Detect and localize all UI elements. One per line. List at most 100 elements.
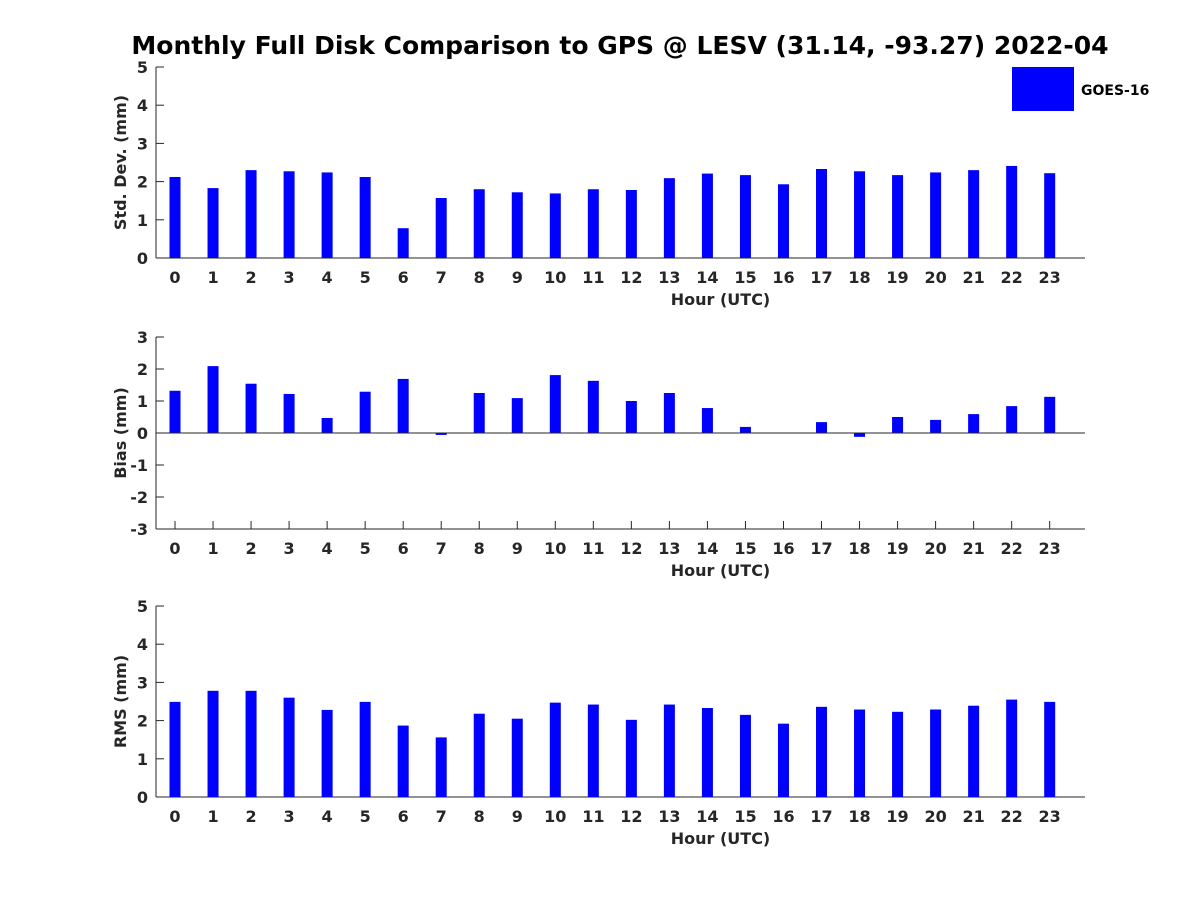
bias-bar	[511, 398, 523, 433]
bias-y-tick-label: -3	[130, 520, 148, 539]
bias-x-tick-label: 9	[512, 539, 523, 558]
rms-y-tick-label: 0	[137, 788, 148, 807]
rms-x-tick-label: 21	[962, 807, 984, 826]
bias-y-tick-label: 3	[137, 328, 148, 347]
rms-bar	[1044, 701, 1056, 797]
bias-bar	[207, 366, 219, 433]
rms-y-tick-label: 3	[137, 673, 148, 692]
bias-y-axis-label: Bias (mm)	[111, 387, 130, 479]
bias-bar	[1006, 406, 1018, 433]
std-dev-x-tick-label: 9	[512, 268, 523, 287]
legend-swatch	[1012, 67, 1074, 111]
bias-bar	[549, 375, 561, 433]
rms-bar	[968, 705, 980, 797]
rms-x-tick-label: 2	[245, 807, 256, 826]
std-dev-x-tick-label: 10	[544, 268, 566, 287]
rms-x-tick-label: 7	[436, 807, 447, 826]
rms-x-tick-label: 15	[734, 807, 756, 826]
bias-bar	[739, 426, 751, 433]
bias-x-tick-label: 7	[436, 539, 447, 558]
std-dev-y-tick-label: 3	[137, 134, 148, 153]
bias-bar	[701, 408, 713, 433]
std-dev-bar	[473, 189, 485, 258]
bias-bar	[473, 393, 485, 433]
std-dev-x-tick-label: 22	[1001, 268, 1023, 287]
std-dev-bar	[739, 175, 751, 258]
std-dev-x-tick-label: 20	[924, 268, 946, 287]
bias-x-tick-label: 3	[284, 539, 295, 558]
std-dev-x-tick-label: 5	[360, 268, 371, 287]
std-dev-x-tick-label: 13	[658, 268, 680, 287]
rms-x-axis-label: Hour (UTC)	[671, 829, 771, 848]
std-dev-x-tick-label: 4	[322, 268, 333, 287]
bias-x-tick-label: 5	[360, 539, 371, 558]
rms-bar	[321, 709, 333, 797]
rms-bar	[739, 714, 751, 797]
bias-x-tick-label: 13	[658, 539, 680, 558]
rms-bar	[930, 709, 942, 797]
rms-bar	[511, 718, 523, 797]
rms-x-tick-label: 12	[620, 807, 642, 826]
bias-bar	[283, 393, 295, 433]
std-dev-x-tick-label: 3	[284, 268, 295, 287]
rms-bar	[473, 713, 485, 797]
rms-x-tick-label: 17	[810, 807, 832, 826]
std-dev-bar	[1044, 173, 1056, 258]
rms-x-tick-label: 14	[696, 807, 718, 826]
rms-bar	[663, 704, 675, 797]
std-dev-y-axis-label: Std. Dev. (mm)	[111, 95, 130, 230]
rms-bar	[816, 706, 828, 797]
bias-bar	[930, 419, 942, 433]
std-dev-bar	[930, 172, 942, 258]
rms-x-tick-label: 3	[284, 807, 295, 826]
rms-x-tick-label: 0	[169, 807, 180, 826]
bias-x-tick-label: 19	[886, 539, 908, 558]
bias-x-axis-label: Hour (UTC)	[671, 561, 771, 580]
std-dev-bar	[245, 170, 257, 258]
std-dev-x-tick-label: 23	[1039, 268, 1061, 287]
bias-x-tick-label: 1	[207, 539, 218, 558]
bias-y-tick-label: 1	[137, 392, 148, 411]
std-dev-bar	[587, 189, 599, 258]
rms-bar	[435, 737, 447, 797]
std-dev-x-tick-label: 7	[436, 268, 447, 287]
std-dev-bar	[777, 184, 789, 258]
bias-x-tick-label: 4	[322, 539, 333, 558]
std-dev-x-tick-label: 19	[886, 268, 908, 287]
bias-x-tick-label: 17	[810, 539, 832, 558]
std-dev-bar	[549, 193, 561, 258]
rms-bar	[207, 690, 219, 797]
std-dev-bar	[625, 190, 637, 258]
bias-bar	[1044, 396, 1056, 433]
rms-bar	[359, 701, 371, 797]
bias-x-tick-label: 18	[848, 539, 870, 558]
bias-x-tick-label: 6	[398, 539, 409, 558]
rms-bar	[397, 725, 409, 797]
rms-y-tick-label: 1	[137, 750, 148, 769]
bias-x-tick-label: 0	[169, 539, 180, 558]
rms-x-tick-label: 23	[1039, 807, 1061, 826]
bias-bar	[169, 390, 181, 433]
std-dev-x-tick-label: 18	[848, 268, 870, 287]
rms-bar	[245, 690, 257, 797]
std-dev-bar	[701, 173, 713, 258]
bias-y-tick-label: -1	[130, 456, 148, 475]
rms-bar	[283, 697, 295, 797]
rms-x-tick-label: 10	[544, 807, 566, 826]
rms-y-tick-label: 4	[137, 635, 148, 654]
std-dev-y-tick-label: 0	[137, 249, 148, 268]
rms-bar	[701, 707, 713, 797]
std-dev-bar	[169, 177, 181, 258]
std-dev-bar	[854, 171, 866, 258]
std-dev-x-tick-label: 21	[962, 268, 984, 287]
std-dev-x-tick-label: 2	[245, 268, 256, 287]
std-dev-bar	[968, 170, 980, 258]
rms-bar	[1006, 699, 1018, 797]
std-dev-y-tick-label: 5	[137, 58, 148, 77]
rms-bar	[169, 701, 181, 797]
bias-bar	[397, 378, 409, 433]
